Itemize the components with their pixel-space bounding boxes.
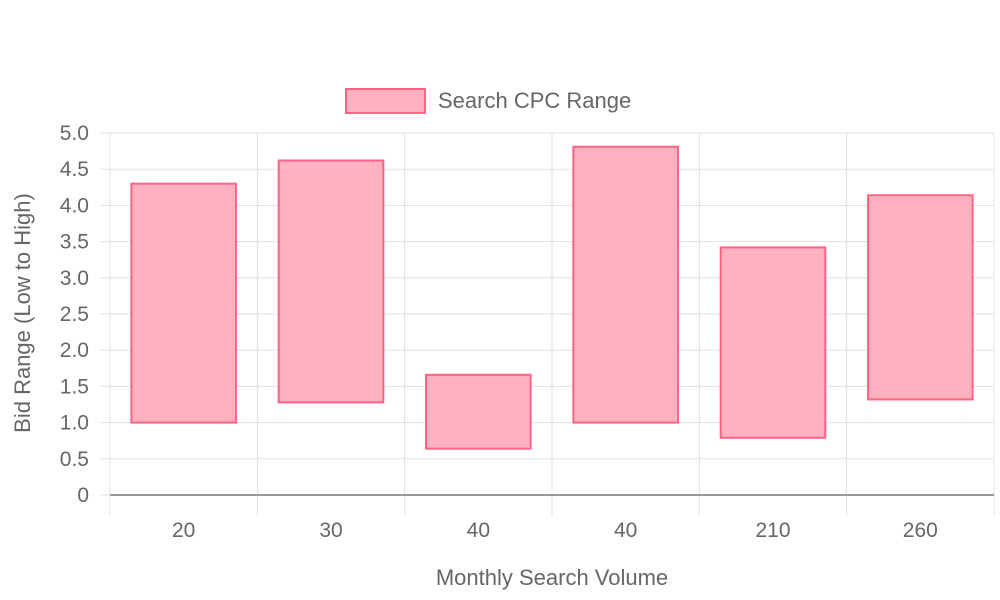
y-tick-label: 1.5 bbox=[60, 375, 89, 398]
tick-labels: 0 0.5 1.0 1.5 2.0 2.5 3.0 3.5 4.0 4.5 5.0 20 30 40 40 2… bbox=[60, 122, 938, 542]
y-tick-label: 4.0 bbox=[60, 194, 89, 217]
bar[interactable] bbox=[425, 373, 532, 450]
y-tick-label: 0.5 bbox=[60, 448, 89, 471]
bars bbox=[130, 145, 974, 450]
y-tick-label: 3.0 bbox=[60, 267, 89, 290]
x-tick-label: 210 bbox=[755, 519, 790, 542]
y-tick-label: 3.5 bbox=[60, 231, 89, 254]
y-tick-label: 0 bbox=[77, 484, 89, 507]
y-tick-label: 5.0 bbox=[60, 122, 89, 145]
x-tick-label: 40 bbox=[614, 519, 637, 542]
bar[interactable] bbox=[867, 194, 974, 401]
x-axis-title: Monthly Search Volume bbox=[436, 565, 668, 590]
legend[interactable]: Search CPC Range bbox=[345, 88, 631, 114]
bar[interactable] bbox=[572, 145, 679, 424]
axes bbox=[109, 133, 994, 496]
y-tick-label: 2.5 bbox=[60, 303, 89, 326]
x-tick-label: 260 bbox=[903, 519, 938, 542]
bar[interactable] bbox=[719, 246, 827, 439]
y-tick-label: 2.0 bbox=[60, 339, 89, 362]
legend-label[interactable]: Search CPC Range bbox=[438, 88, 631, 113]
x-tick-label: 20 bbox=[172, 519, 195, 542]
x-tick-label: 40 bbox=[467, 519, 490, 542]
y-axis-title: Bid Range (Low to High) bbox=[10, 193, 35, 433]
legend-swatch[interactable] bbox=[345, 88, 426, 114]
bar[interactable] bbox=[277, 159, 385, 404]
y-tick-label: 4.5 bbox=[60, 158, 89, 181]
y-tick-label: 1.0 bbox=[60, 412, 89, 435]
x-tick-label: 30 bbox=[319, 519, 342, 542]
bar[interactable] bbox=[130, 182, 237, 424]
